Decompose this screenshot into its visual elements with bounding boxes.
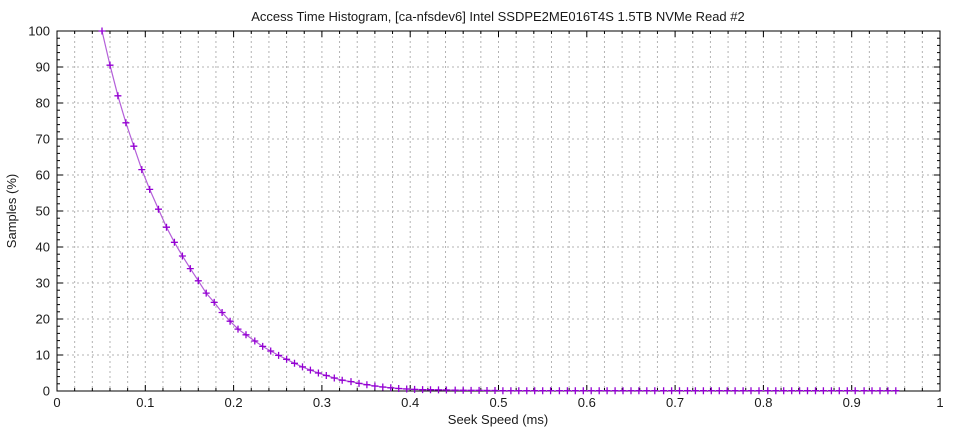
y-tick-label: 50 (36, 204, 50, 219)
x-tick-label: 0.8 (754, 395, 772, 410)
y-tick-label: 20 (36, 312, 50, 327)
y-tick-label: 30 (36, 276, 50, 291)
y-tick-label: 100 (28, 24, 50, 39)
y-tick-label: 60 (36, 168, 50, 183)
y-tick-labels: 0 10 20 30 40 50 60 70 80 90 100 (28, 24, 50, 399)
y-axis-label: Samples (%) (4, 174, 19, 248)
x-tick-label: 0.9 (843, 395, 861, 410)
chart-title: Access Time Histogram, [ca-nfsdev6] Inte… (251, 9, 745, 24)
x-tick-label: 0.3 (313, 395, 331, 410)
grid-lines (57, 31, 940, 391)
y-tick-label: 70 (36, 132, 50, 147)
y-tick-label: 80 (36, 96, 50, 111)
x-tick-label: 0.7 (666, 395, 684, 410)
x-tick-label: 0.1 (136, 395, 154, 410)
x-tick-labels: 0 0.1 0.2 0.3 0.4 0.5 0.6 0.7 0.8 0.9 1 (53, 395, 943, 410)
y-tick-label: 0 (43, 384, 50, 399)
x-tick-label: 0.2 (225, 395, 243, 410)
y-tick-label: 90 (36, 60, 50, 75)
x-tick-label: 0.4 (401, 395, 419, 410)
series-line (101, 31, 896, 391)
series-markers (98, 27, 900, 395)
x-tick-label: 0 (53, 395, 60, 410)
x-tick-label: 1 (936, 395, 943, 410)
y-tick-label: 40 (36, 240, 50, 255)
data-point-markers (98, 27, 900, 395)
data-line (101, 31, 896, 391)
x-axis-label: Seek Speed (ms) (448, 412, 548, 427)
x-tick-label: 0.6 (578, 395, 596, 410)
x-tick-label: 0.5 (489, 395, 507, 410)
y-tick-label: 10 (36, 348, 50, 363)
